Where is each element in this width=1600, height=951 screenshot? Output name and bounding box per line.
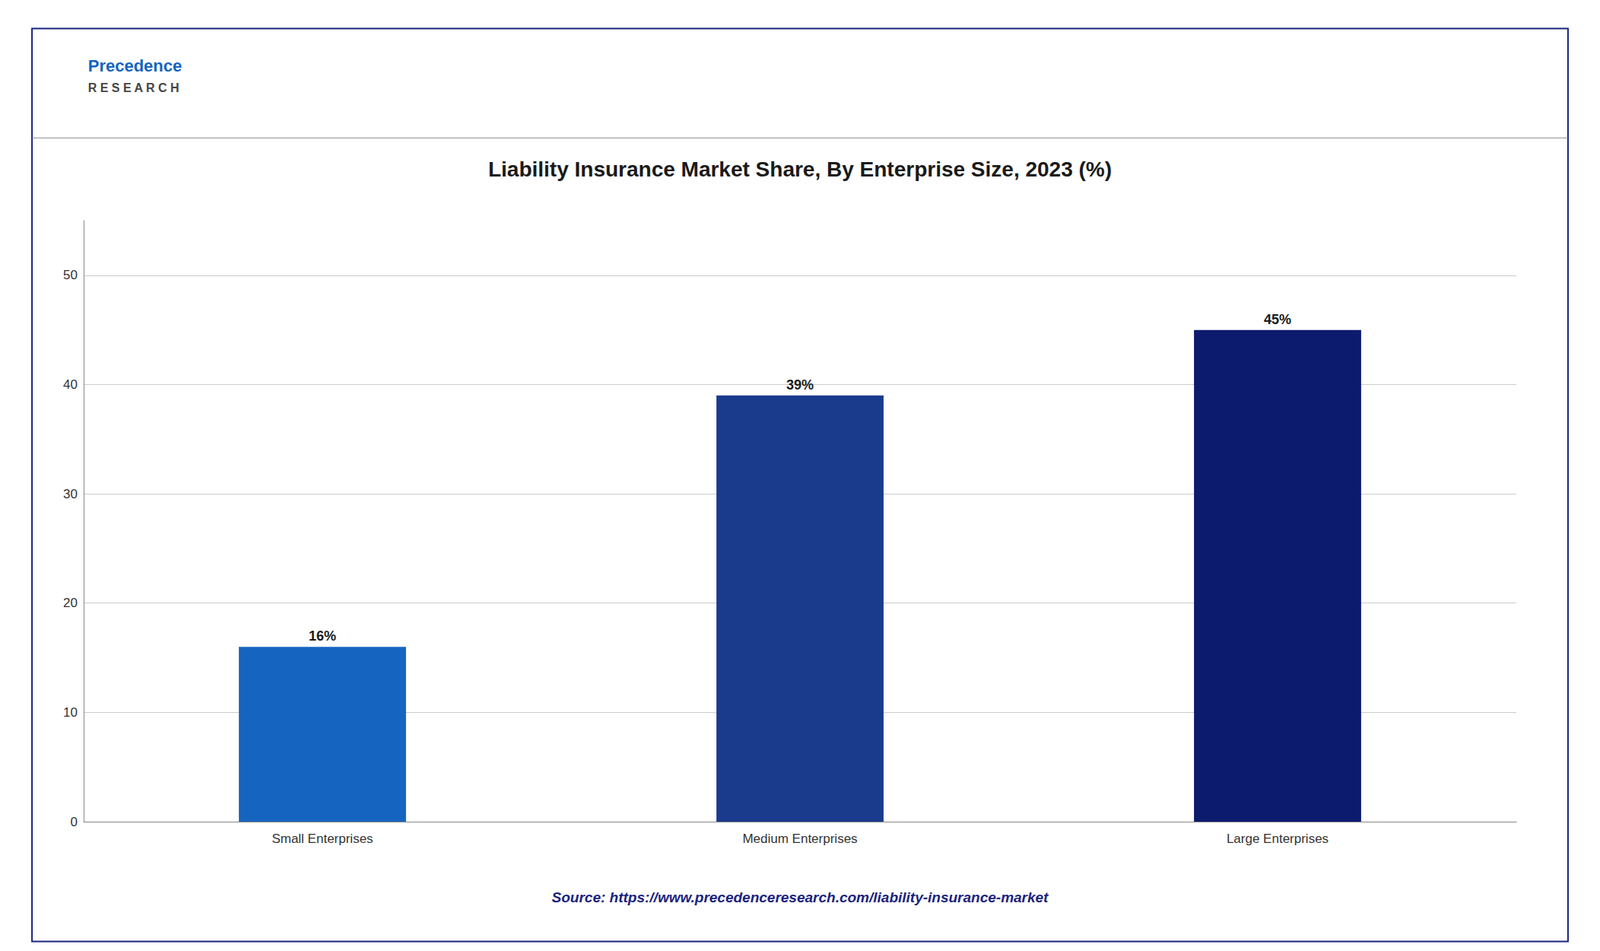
svg-text:16%: 16% — [308, 628, 337, 644]
svg-text:Source: https://www.precedence: Source: https://www.precedenceresearch.c… — [552, 888, 1050, 905]
svg-text:Small Enterprises: Small Enterprises — [271, 831, 373, 846]
svg-text:50: 50 — [63, 267, 78, 283]
svg-text:Precedence: Precedence — [88, 56, 183, 76]
svg-text:20: 20 — [63, 595, 78, 610]
svg-text:Large Enterprises: Large Enterprises — [1226, 831, 1329, 846]
svg-text:R E S E A R C H: R E S E A R C H — [88, 81, 180, 95]
svg-text:40: 40 — [63, 377, 78, 392]
svg-text:39%: 39% — [786, 377, 814, 393]
svg-text:10: 10 — [63, 704, 78, 720]
svg-text:45%: 45% — [1263, 311, 1292, 327]
svg-text:0: 0 — [70, 814, 78, 829]
svg-text:30: 30 — [63, 486, 78, 502]
svg-text:Liability Insurance Market Sha: Liability Insurance Market Share, By Ent… — [488, 157, 1112, 181]
svg-text:Medium Enterprises: Medium Enterprises — [742, 831, 858, 846]
